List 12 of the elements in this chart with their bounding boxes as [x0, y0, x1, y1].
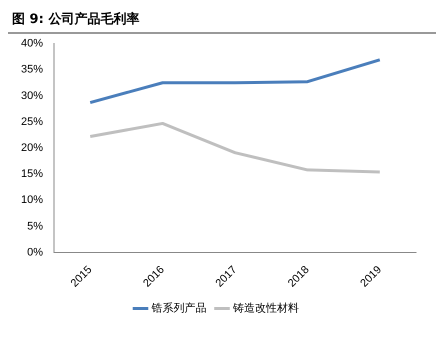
legend-label: 锆系列产品: [150, 301, 206, 314]
y-tick-label: 20%: [20, 142, 44, 154]
y-tick-label: 10%: [20, 194, 44, 206]
y-tick-label: 30%: [20, 90, 44, 102]
legend-label: 铸造改性材料: [232, 301, 299, 314]
chart-title: 图 9: 公司产品毛利率: [8, 8, 436, 34]
y-tick-label: 35%: [20, 64, 44, 76]
y-tick-label: 5%: [27, 220, 44, 232]
y-tick-label: 15%: [20, 168, 44, 180]
y-tick-label: 0%: [27, 246, 44, 258]
y-tick-label: 40%: [20, 38, 44, 50]
y-tick-label: 25%: [20, 116, 44, 128]
